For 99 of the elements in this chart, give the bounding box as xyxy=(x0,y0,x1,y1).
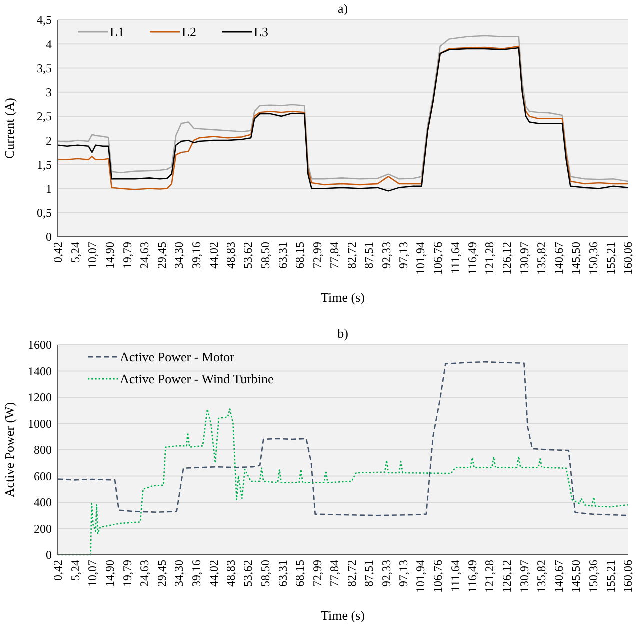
x-tick-label: 19,79 xyxy=(120,242,134,269)
x-tick-label: 82,72 xyxy=(345,242,360,269)
x-tick-label: 155,21 xyxy=(604,560,618,593)
x-tick-label: 126,12 xyxy=(500,560,514,593)
x-tick-label: 39,16 xyxy=(190,560,204,587)
x-tick-label: 135,82 xyxy=(534,242,549,275)
y-tick-label: 1200 xyxy=(28,390,52,405)
x-tick-label: 140,67 xyxy=(552,242,566,275)
y-tick-label: 800 xyxy=(34,443,52,458)
x-tick-label: 121,28 xyxy=(482,242,497,275)
y-tick-label: 1 xyxy=(46,182,52,196)
y-tick-label: 4 xyxy=(46,37,52,52)
y-tick-label: 1,5 xyxy=(37,158,52,172)
x-axis-title: Time (s) xyxy=(321,608,365,623)
x-tick-label: 58,50 xyxy=(258,560,273,587)
x-tick-label: 126,12 xyxy=(500,242,514,275)
x-tick-label: 77,84 xyxy=(328,560,342,587)
x-tick-label: 48,83 xyxy=(224,560,238,587)
y-axis-title: Active Power (W) xyxy=(2,402,17,498)
y-tick-label: 0,5 xyxy=(37,206,52,220)
x-tick-label: 44,02 xyxy=(206,242,221,269)
x-tick-label: 155,21 xyxy=(604,242,618,275)
x-tick-label: 29,45 xyxy=(154,242,169,269)
x-tick-label: 135,82 xyxy=(534,560,549,593)
x-tick-label: 53,62 xyxy=(241,242,256,269)
y-tick-label: 2,5 xyxy=(37,110,52,124)
x-tick-label: 140,67 xyxy=(552,560,566,593)
x-tick-label: 72,99 xyxy=(310,560,324,587)
x-tick-label: 145,50 xyxy=(569,560,584,593)
x-tick-label: 121,28 xyxy=(482,560,497,593)
x-tick-label: 63,31 xyxy=(276,242,290,269)
x-tick-label: 48,83 xyxy=(224,242,238,269)
x-axis-title: Time (s) xyxy=(321,290,365,305)
x-tick-label: 10,07 xyxy=(86,242,100,269)
chart-title: b) xyxy=(338,326,348,341)
x-tick-label: 106,76 xyxy=(430,242,445,275)
x-tick-label: 39,16 xyxy=(190,242,204,269)
x-tick-label: 116,49 xyxy=(466,560,480,593)
y-tick-label: 3,5 xyxy=(37,61,52,76)
y-tick-label: 600 xyxy=(34,469,52,484)
x-tick-label: 116,49 xyxy=(466,242,480,275)
y-tick-label: 0 xyxy=(46,548,52,562)
legend-label: Active Power - Motor xyxy=(120,350,236,365)
legend-label: L2 xyxy=(182,24,196,40)
y-tick-label: 3 xyxy=(46,86,52,100)
x-tick-label: 160,06 xyxy=(621,242,636,275)
x-tick-label: 150,36 xyxy=(586,242,601,275)
x-tick-label: 97,13 xyxy=(396,242,411,269)
x-tick-label: 145,50 xyxy=(569,242,584,275)
legend-label: L1 xyxy=(110,24,124,40)
y-tick-label: 1600 xyxy=(28,338,52,352)
x-tick-label: 160,06 xyxy=(621,560,636,593)
y-tick-label: 1000 xyxy=(28,416,52,431)
x-tick-label: 82,72 xyxy=(345,560,360,587)
y-tick-label: 200 xyxy=(34,522,52,536)
x-tick-label: 101,94 xyxy=(414,242,428,275)
x-tick-label: 14,90 xyxy=(102,560,117,587)
x-tick-label: 97,13 xyxy=(396,560,411,587)
x-tick-label: 130,97 xyxy=(517,242,532,275)
legend-label: Active Power - Wind Turbine xyxy=(120,372,274,387)
x-tick-label: 92,33 xyxy=(379,560,394,587)
x-tick-label: 87,51 xyxy=(362,242,376,269)
x-tick-label: 87,51 xyxy=(362,560,376,587)
y-tick-label: 0 xyxy=(46,230,52,244)
legend-label: L3 xyxy=(254,24,268,40)
chart-title: a) xyxy=(338,1,348,16)
x-tick-label: 19,79 xyxy=(120,560,134,587)
x-tick-label: 150,36 xyxy=(586,560,601,593)
y-axis-title: Current (A) xyxy=(2,98,17,160)
x-tick-label: 58,50 xyxy=(258,242,273,269)
line-series xyxy=(57,361,629,516)
x-tick-label: 111,64 xyxy=(448,242,462,274)
y-tick-label: 4,5 xyxy=(37,13,52,28)
x-tick-label: 5,24 xyxy=(68,560,82,581)
x-tick-label: 24,63 xyxy=(138,242,152,269)
x-tick-label: 29,45 xyxy=(154,560,169,587)
x-tick-label: 111,64 xyxy=(448,560,462,592)
x-tick-label: 130,97 xyxy=(517,560,532,593)
x-tick-label: 5,24 xyxy=(68,242,82,263)
x-tick-label: 0,42 xyxy=(51,560,66,581)
x-tick-label: 72,99 xyxy=(310,242,324,269)
x-tick-label: 77,84 xyxy=(328,242,342,269)
x-tick-label: 24,63 xyxy=(138,560,152,587)
x-tick-label: 34,30 xyxy=(172,560,186,587)
y-tick-label: 2 xyxy=(46,134,52,148)
x-tick-label: 10,07 xyxy=(86,560,100,587)
x-tick-label: 63,31 xyxy=(276,560,290,587)
x-tick-label: 44,02 xyxy=(206,560,221,587)
x-tick-label: 53,62 xyxy=(241,560,256,587)
y-tick-label: 1400 xyxy=(28,364,52,378)
y-tick-label: 400 xyxy=(34,496,52,510)
x-tick-label: 14,90 xyxy=(102,242,117,269)
x-tick-label: 101,94 xyxy=(414,560,428,593)
x-tick-label: 0,42 xyxy=(51,242,66,263)
x-tick-label: 34,30 xyxy=(172,242,186,269)
x-tick-label: 106,76 xyxy=(430,560,445,593)
x-tick-label: 68,15 xyxy=(293,560,308,587)
x-tick-label: 92,33 xyxy=(379,242,394,269)
x-tick-label: 68,15 xyxy=(293,242,308,269)
